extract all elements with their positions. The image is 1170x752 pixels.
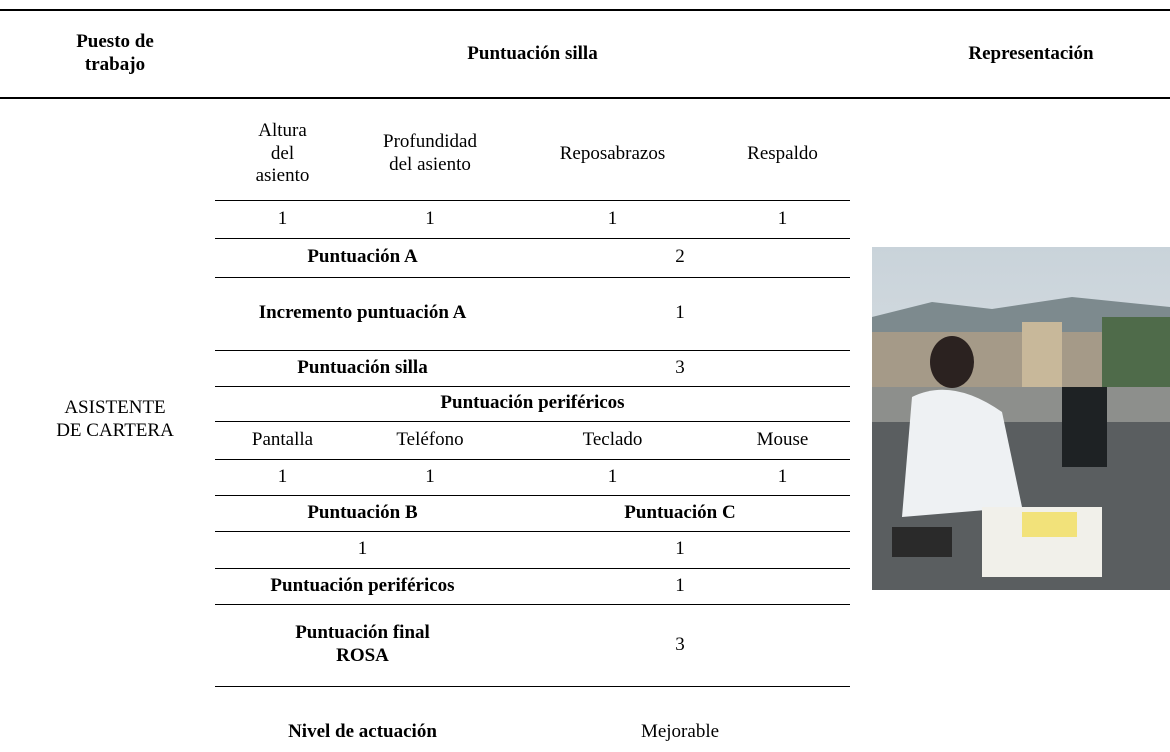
monitor	[1062, 387, 1107, 467]
table-cell: 1	[675, 302, 685, 324]
top-rule	[0, 9, 1170, 11]
row-rule	[215, 277, 850, 278]
table-cell: 1	[777, 207, 788, 229]
table-cell: Puntuación B	[307, 501, 418, 523]
table-cell: Profundidad del asiento	[383, 131, 477, 175]
building	[1022, 322, 1062, 392]
table-cell: Pantalla	[251, 428, 314, 450]
row-rule	[215, 421, 850, 422]
table-cell: 1	[777, 465, 788, 487]
position-cell: ASISTENTE DE CARTERA	[56, 397, 174, 441]
table-cell: 1	[675, 574, 685, 596]
photo	[872, 247, 1170, 590]
row-rule	[215, 200, 850, 201]
table-cell: 1	[425, 465, 435, 487]
shirt	[902, 389, 1022, 517]
table-cell: Teclado	[582, 428, 643, 450]
header-cell: Puntuación silla	[467, 42, 598, 64]
table-cell: Respaldo	[747, 142, 818, 164]
mountains	[872, 297, 1170, 337]
table-cell: 1	[277, 465, 288, 487]
table-cell: 2	[675, 246, 685, 268]
header-cell: Representación	[968, 42, 1094, 64]
header-rule	[0, 97, 1170, 99]
row-rule	[215, 238, 850, 239]
table-cell: Puntuación silla	[297, 356, 428, 378]
row-rule	[215, 686, 850, 687]
table-cell: Mouse	[756, 428, 809, 450]
row-rule	[215, 568, 850, 569]
table-cell: Incremento puntuación A	[258, 302, 467, 324]
table-cell: Puntuación periféricos	[270, 574, 455, 596]
head	[930, 336, 974, 388]
header-cell: Puesto de trabajo	[76, 31, 154, 75]
table-cell: Teléfono	[396, 428, 464, 450]
table-cell: 1	[425, 207, 435, 229]
table-cell: 3	[675, 633, 685, 655]
table-cell: Reposabrazos	[559, 142, 666, 164]
table-cell: 1	[277, 207, 288, 229]
plant	[1102, 317, 1170, 397]
table-cell: Altura del asiento	[255, 119, 310, 187]
row-rule	[215, 350, 850, 351]
table-cell: 3	[675, 356, 685, 378]
table-cell: 1	[675, 538, 685, 560]
row-rule	[215, 495, 850, 496]
table-cell: Puntuación final ROSA	[295, 622, 430, 666]
table-cell: Puntuación A	[307, 246, 418, 268]
row-rule	[215, 531, 850, 532]
row-rule	[215, 459, 850, 460]
table-cell: Puntuación periféricos	[440, 392, 625, 414]
table-cell: 1	[607, 465, 618, 487]
note	[1022, 512, 1077, 537]
row-rule	[215, 604, 850, 605]
table-cell: 1	[607, 207, 618, 229]
calculator	[892, 527, 952, 557]
table-cell: Puntuación C	[624, 501, 736, 523]
table-cell: Nivel de actuación	[288, 720, 437, 742]
table-cell: Mejorable	[640, 720, 720, 742]
table-cell: 1	[357, 538, 368, 560]
row-rule	[215, 386, 850, 387]
